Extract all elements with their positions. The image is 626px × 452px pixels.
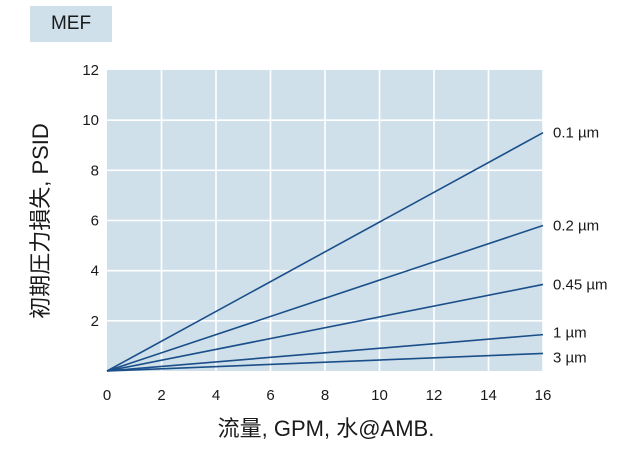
x-tick-label: 2: [157, 387, 165, 404]
series-label: 0.45 µm: [553, 276, 608, 293]
series-line: [106, 352, 544, 372]
x-tick-label: 0: [103, 387, 111, 404]
x-tick-label: 14: [480, 387, 497, 404]
y-tick-label: 12: [82, 62, 99, 79]
series-labels: 0.1 µm 0.2 µm 0.45 µm 1 µm 3 µm: [553, 125, 608, 367]
filter-type-badge: MEF: [30, 6, 112, 42]
series-label: 0.1 µm: [553, 125, 599, 142]
x-axis-title: 流量, GPM, 水@AMB.: [218, 416, 435, 441]
series-line: [106, 132, 544, 372]
x-tick-label: 16: [535, 387, 552, 404]
series-label: 3 µm: [553, 349, 587, 366]
series-line: [106, 333, 544, 372]
series-line: [106, 283, 544, 372]
y-tick-label: 4: [91, 263, 99, 280]
x-tick-label: 8: [321, 387, 329, 404]
y-axis-title: 初期圧力損失, PSID: [28, 123, 53, 319]
series-label: 0.2 µm: [553, 218, 599, 235]
x-tick-label: 10: [371, 387, 388, 404]
y-tick-labels: 2 4 6 8 10 12: [82, 62, 99, 330]
grid-lines: [107, 70, 544, 371]
y-tick-label: 10: [82, 112, 99, 129]
y-tick-label: 6: [91, 213, 99, 230]
y-tick-label: 8: [91, 162, 99, 179]
x-tick-label: 6: [266, 387, 274, 404]
series-lines: [106, 132, 544, 372]
y-tick-label: 2: [91, 313, 99, 330]
series-label: 1 µm: [553, 325, 587, 342]
series-line: [106, 224, 544, 372]
x-tick-label: 12: [426, 387, 443, 404]
x-tick-label: 4: [212, 387, 220, 404]
x-tick-labels: 0 2 4 6 8 10 12 14 16: [103, 387, 552, 404]
